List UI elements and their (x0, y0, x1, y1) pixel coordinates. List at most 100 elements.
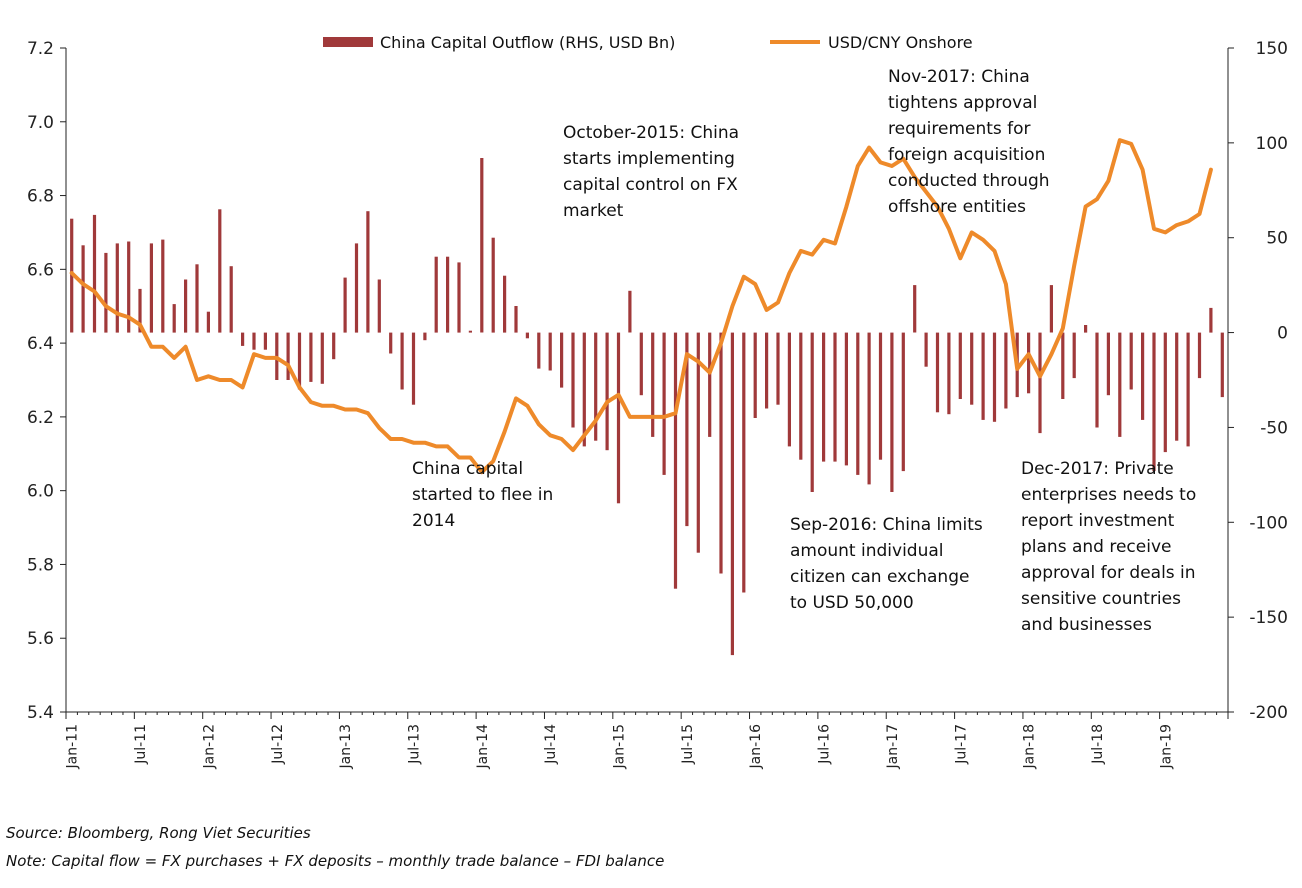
left-tick-label: 5.8 (27, 555, 54, 575)
bar (1163, 332, 1167, 453)
x-tick-label: Jan-14 (475, 724, 491, 770)
bar (1197, 332, 1202, 379)
bar (1027, 332, 1031, 394)
x-tick-label: Jul-14 (543, 724, 559, 765)
bar (981, 332, 985, 420)
bar (1072, 332, 1076, 379)
usdcny-line (69, 138, 1213, 475)
bar (1175, 332, 1179, 441)
bar (685, 332, 689, 527)
bar (1152, 332, 1156, 472)
bar (560, 332, 564, 388)
bar (229, 266, 233, 333)
x-tick-label: Jan-16 (748, 724, 764, 770)
left-tick-label: 6.0 (27, 482, 54, 502)
bar (776, 332, 780, 405)
bar (446, 256, 450, 333)
x-tick-label: Jan-15 (612, 724, 628, 769)
bar (901, 332, 905, 472)
bar (297, 332, 302, 390)
line-series-usdcny (69, 138, 1213, 475)
bar (491, 237, 495, 333)
bar (161, 239, 165, 333)
bar (320, 332, 324, 384)
left-tick-label: 6.2 (27, 408, 54, 428)
bar (856, 332, 860, 475)
right-tick-label: -100 (1249, 513, 1288, 533)
legend: China Capital Outflow (RHS, USD Bn) USD/… (323, 33, 973, 52)
bar (833, 332, 837, 462)
x-tick-label: Jul-12 (270, 724, 286, 765)
bar (81, 245, 85, 333)
bar (468, 330, 472, 333)
bar (765, 332, 769, 409)
bar (457, 262, 461, 333)
bar (503, 275, 507, 333)
x-tick-label: Jan-13 (338, 724, 354, 769)
annotation-2014: China capital started to flee in 2014 (412, 459, 554, 531)
bar (913, 285, 917, 333)
bar (605, 332, 609, 451)
bar (1004, 332, 1008, 409)
bar (263, 332, 267, 350)
bar (651, 332, 655, 437)
bar (1084, 325, 1088, 333)
x-tick-label: Jul-13 (407, 724, 423, 765)
left-tick-label: 7.0 (27, 113, 54, 133)
bar (947, 332, 951, 415)
bar (753, 332, 757, 418)
bar (1038, 332, 1042, 434)
bar (252, 332, 256, 350)
right-tick-label: -50 (1260, 418, 1288, 438)
bar (548, 332, 552, 371)
bar (1095, 332, 1099, 428)
bar (742, 332, 746, 593)
left-tick-label: 6.4 (27, 334, 54, 354)
annotation-dec-2017: Dec-2017: Private enterprises needs to r… (1021, 459, 1197, 635)
bar (890, 332, 894, 492)
source-note: Source: Bloomberg, Rong Viet Securities (6, 824, 311, 842)
bar (992, 332, 997, 422)
bar (970, 332, 974, 405)
bar (389, 332, 393, 354)
bar (434, 256, 438, 333)
bar (286, 332, 290, 380)
bar (719, 332, 723, 574)
bar (104, 252, 108, 333)
bar-series-outflow (70, 158, 1224, 656)
formula-note: Note: Capital flow = FX purchases + FX d… (6, 852, 665, 870)
bar (195, 264, 199, 333)
bar (844, 332, 848, 466)
left-tick-label: 5.6 (27, 629, 54, 649)
bar (662, 332, 666, 475)
bar (730, 332, 734, 656)
x-tick-label: Jul-17 (953, 724, 969, 765)
bar (1141, 332, 1145, 420)
bar (1220, 332, 1224, 398)
bar (582, 332, 586, 447)
x-tick-label: Jan-19 (1158, 724, 1174, 769)
left-tick-label: 7.2 (27, 39, 54, 59)
bar (958, 332, 962, 399)
legend-line-label: USD/CNY Onshore (828, 33, 973, 52)
x-tick-label: Jan-12 (201, 724, 217, 769)
right-tick-label: -200 (1249, 703, 1288, 723)
bar (138, 288, 142, 333)
bar (92, 214, 97, 333)
bar (616, 332, 621, 504)
bar (172, 304, 176, 333)
bar (354, 243, 359, 333)
legend-bar-label: China Capital Outflow (RHS, USD Bn) (380, 33, 675, 52)
bar (514, 306, 518, 333)
bar (594, 332, 598, 441)
bar (935, 332, 940, 413)
bar (332, 332, 336, 360)
bar (867, 332, 871, 485)
bar (184, 279, 188, 333)
legend-bar-swatch (323, 37, 373, 47)
bar (673, 332, 678, 589)
right-tick-label: 150 (1256, 39, 1288, 59)
bar (309, 332, 313, 382)
bar (708, 332, 712, 437)
x-tick-label: Jan-18 (1022, 724, 1038, 769)
